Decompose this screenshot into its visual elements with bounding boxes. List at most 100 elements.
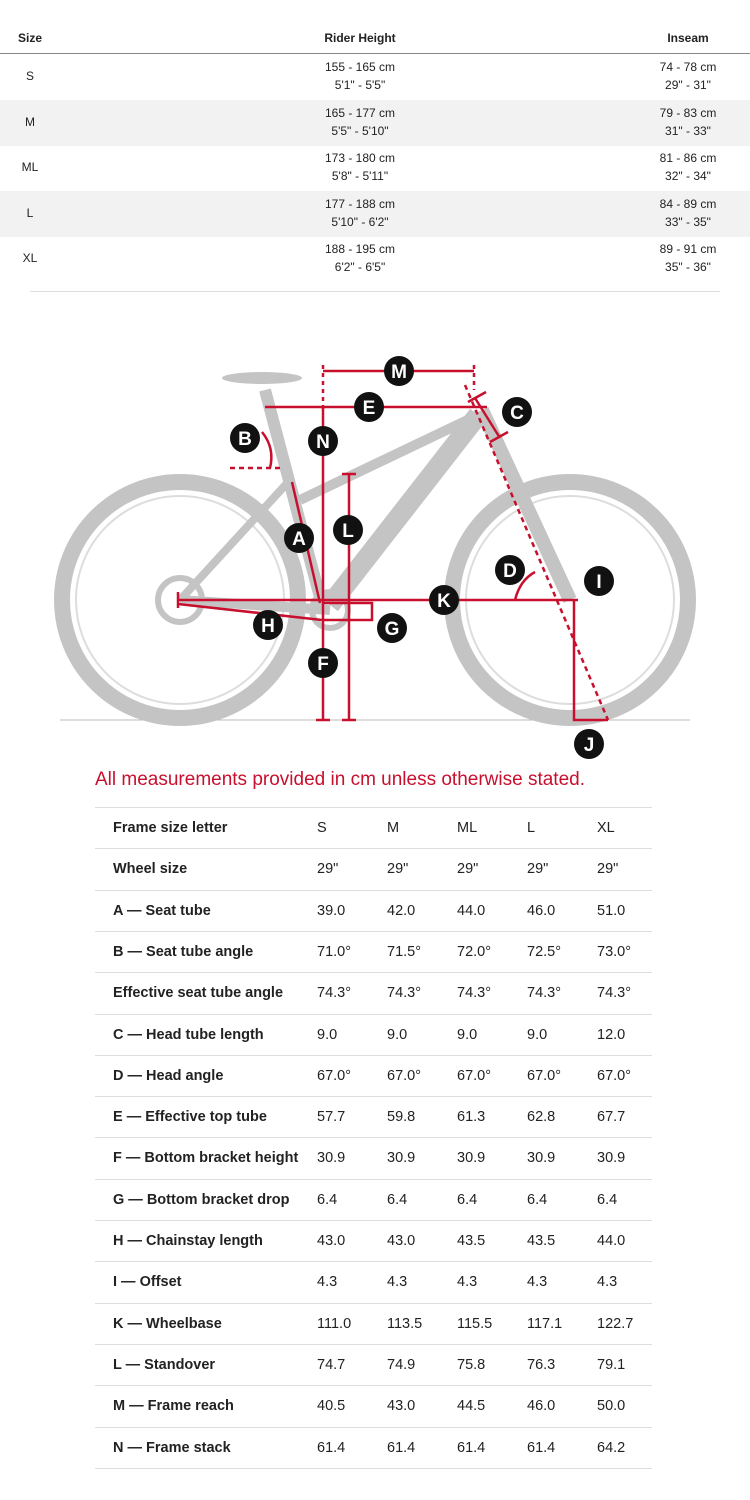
note: All measurements provided in cm unless o… — [95, 769, 586, 790]
row-label: A — Seat tube — [113, 902, 211, 919]
geometry-row: B — Seat tube angle 71.0° 71.5° 72.0° 72.5° 7… — [95, 930, 652, 973]
height-ft: 5'8" - 5'11" — [331, 169, 389, 184]
cell: 59.8 — [387, 1109, 416, 1126]
cell: 71.5° — [387, 943, 422, 960]
inseam-in: 33" - 35" — [665, 214, 711, 229]
cell: 43.0 — [317, 1233, 346, 1249]
cell: XL — [597, 820, 615, 836]
geometry-diagram: ME C B N L A D I K H G F J — [54, 356, 696, 759]
cell: 29" — [527, 861, 549, 878]
label-letter: I — [596, 572, 601, 593]
dimension-label: F — [308, 648, 338, 678]
cell: 61.4 — [457, 1439, 486, 1456]
cell: 43.5 — [527, 1233, 556, 1249]
cell: 6.4 — [527, 1191, 548, 1208]
cell: 64.2 — [597, 1439, 626, 1456]
cell: 46.0 — [527, 902, 556, 919]
cell: 67.0° — [527, 1067, 562, 1084]
cell: 9.0 — [387, 1026, 408, 1043]
geometry-row: N — Frame stack 61.4 61.4 61.4 61.4 64.2 — [95, 1426, 652, 1469]
size-row: XL 188 - 195 cm 6'2" - 6'5" 89 - 91 cm 35" -… — [0, 236, 750, 282]
cell: 61.4 — [317, 1439, 346, 1456]
size: S — [25, 69, 34, 83]
row-label: F — Bottom bracket height — [113, 1150, 299, 1167]
label-letter: E — [363, 398, 376, 419]
cell: 117.1 — [527, 1315, 563, 1332]
size: ML — [21, 160, 39, 175]
cell: 9.0 — [317, 1026, 338, 1043]
geometry-header: Frame size letter S M ML L XL — [95, 807, 652, 849]
geometry-row: H — Chainstay length 43.0 43.0 43.5 43.5 44.0 — [95, 1220, 652, 1262]
cell: 115.5 — [457, 1315, 493, 1332]
cell: M — [387, 820, 400, 836]
cell: 4.3 — [597, 1274, 618, 1291]
cell: 67.0° — [597, 1067, 632, 1084]
dimension-label: B — [230, 423, 260, 453]
height-cm: 173 - 180 cm — [324, 151, 396, 166]
row-label: H — Chainstay length — [113, 1233, 263, 1249]
column-header: Rider Height — [324, 31, 396, 45]
height-cm: 188 - 195 cm — [324, 242, 396, 257]
label-badge — [230, 423, 260, 453]
cell: 42.0 — [387, 902, 416, 919]
cell: 71.0° — [317, 943, 352, 960]
cell: 30.9 — [597, 1150, 626, 1167]
geometry-row: G — Bottom bracket drop 6.4 6.4 6.4 6.4 6.4 — [95, 1178, 652, 1221]
cell: 4.3 — [317, 1274, 338, 1291]
label-badge — [384, 356, 414, 386]
dimension-label: N — [308, 426, 338, 456]
label-letter: H — [261, 616, 275, 637]
cell: 113.5 — [387, 1315, 423, 1332]
row-label: Frame size letter — [113, 820, 228, 836]
label-badge — [584, 566, 614, 596]
cell: 43.0 — [387, 1398, 416, 1415]
cell: 74.3° — [527, 985, 562, 1002]
cell: 51.0 — [597, 902, 626, 919]
cell: 30.9 — [317, 1150, 346, 1167]
inseam-cm: 84 - 89 cm — [659, 196, 717, 211]
table-bottom-rule — [95, 1467, 652, 1469]
label-letter: F — [317, 654, 329, 675]
label-letter: A — [292, 529, 306, 550]
row-label: Wheel size — [113, 861, 188, 878]
cell: 29" — [387, 861, 409, 878]
geometry-row: F — Bottom bracket height 30.9 30.9 30.9 30.… — [95, 1137, 652, 1179]
cell: 9.0 — [457, 1026, 478, 1043]
row-label: B — Seat tube angle — [113, 943, 254, 960]
cell: 4.3 — [527, 1274, 548, 1291]
cell: 46.0 — [527, 1398, 556, 1415]
cell: 74.3° — [457, 985, 492, 1002]
cell: 75.8 — [457, 1356, 486, 1373]
geometry-row: K — Wheelbase 111.0 113.5 115.5 117.1 122.7 — [95, 1302, 652, 1345]
cell: 72.0° — [457, 943, 492, 960]
cell: 6.4 — [597, 1191, 618, 1208]
dimension-label: G — [377, 613, 407, 643]
label-badge — [574, 729, 604, 759]
cell: 67.0° — [387, 1067, 422, 1084]
label-letter: K — [437, 591, 451, 612]
label-badge — [284, 523, 314, 553]
label-letter: L — [342, 521, 354, 542]
cell: 74.7 — [317, 1356, 346, 1373]
geometry-row: D — Head angle 67.0° 67.0° 67.0° 67.0° 67.0° — [95, 1054, 652, 1097]
label-badge — [308, 426, 338, 456]
label-letter: B — [238, 429, 252, 450]
cell: S — [317, 820, 327, 836]
row-label: N — Frame stack — [113, 1439, 231, 1456]
size-row: S 155 - 165 cm 5'1" - 5'5" 74 - 78 cm 29" - … — [0, 54, 750, 100]
cell: 67.0° — [457, 1067, 492, 1084]
label-badge — [377, 613, 407, 643]
geometry-row: C — Head tube length 9.0 9.0 9.0 9.0 12.0 — [95, 1013, 652, 1056]
cell: 43.5 — [457, 1233, 486, 1249]
row-label: I — Offset — [113, 1274, 182, 1291]
cell: L — [527, 820, 536, 836]
inseam-in: 35" - 36" — [665, 260, 711, 275]
cell: 44.0 — [457, 902, 486, 919]
height-ft: 5'5" - 5'10" — [331, 123, 389, 138]
height-cm: 165 - 177 cm — [324, 105, 396, 120]
height-cm: 177 - 188 cm — [324, 196, 396, 211]
label-badge — [495, 555, 525, 585]
cell: 6.4 — [457, 1191, 478, 1208]
dimension-label: H — [253, 610, 283, 640]
